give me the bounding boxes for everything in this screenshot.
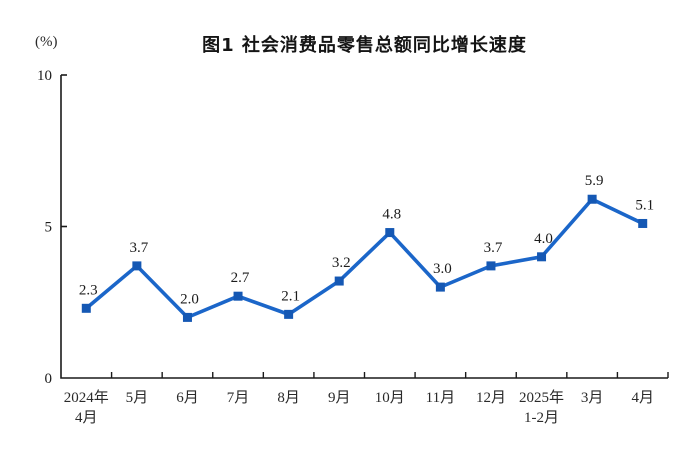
data-point-label: 2.7 xyxy=(231,270,250,286)
x-axis-label: 4月 xyxy=(75,410,98,426)
data-point-label: 3.0 xyxy=(433,261,452,277)
data-point-label: 3.7 xyxy=(484,240,503,256)
y-axis-tick-label: 0 xyxy=(45,371,53,387)
y-axis-tick-label: 10 xyxy=(37,68,52,84)
data-point-label: 4.0 xyxy=(534,231,553,247)
data-point-marker xyxy=(385,228,395,238)
x-axis-label: 11月 xyxy=(426,390,455,406)
data-point-label: 5.9 xyxy=(585,173,604,189)
data-point-marker xyxy=(334,276,344,286)
data-point-label: 4.8 xyxy=(382,207,401,223)
data-point-label: 2.0 xyxy=(180,291,199,307)
chart-title: 图1 社会消费品零售总额同比增长速度 xyxy=(202,35,527,56)
data-point-marker xyxy=(81,303,91,313)
data-point-marker xyxy=(587,194,597,204)
data-point-label: 5.1 xyxy=(635,197,654,213)
x-axis-label: 2024年 xyxy=(64,389,109,406)
x-axis-label: 8月 xyxy=(277,390,300,406)
x-axis-label: 1-2月 xyxy=(524,410,559,426)
x-axis-label: 4月 xyxy=(631,390,654,406)
data-point-marker xyxy=(284,309,294,319)
data-point-marker xyxy=(182,312,192,322)
y-axis-tick-label: 5 xyxy=(45,220,53,236)
data-point-label: 2.3 xyxy=(79,282,98,298)
x-axis-label: 6月 xyxy=(176,390,199,406)
data-point-marker xyxy=(132,261,142,271)
data-point-label: 3.2 xyxy=(332,255,351,271)
x-axis-label: 9月 xyxy=(328,390,351,406)
axes-line xyxy=(60,75,668,379)
data-point-marker xyxy=(233,291,243,301)
data-point-marker xyxy=(537,252,547,262)
data-point-marker xyxy=(638,218,648,228)
data-point-label: 3.7 xyxy=(130,240,149,256)
series-line xyxy=(84,197,645,320)
x-axis-label: 12月 xyxy=(476,390,506,406)
x-axis-label: 10月 xyxy=(375,390,405,406)
data-point-label: 2.1 xyxy=(281,288,300,304)
x-axis-label: 3月 xyxy=(581,390,604,406)
x-axis-label: 7月 xyxy=(227,390,250,406)
y-axis-unit-label: (%) xyxy=(35,34,58,50)
x-axis-label: 2025年 xyxy=(519,389,564,406)
x-axis-label: 5月 xyxy=(126,390,149,406)
data-point-marker xyxy=(486,261,496,271)
data-point-marker xyxy=(435,282,445,292)
